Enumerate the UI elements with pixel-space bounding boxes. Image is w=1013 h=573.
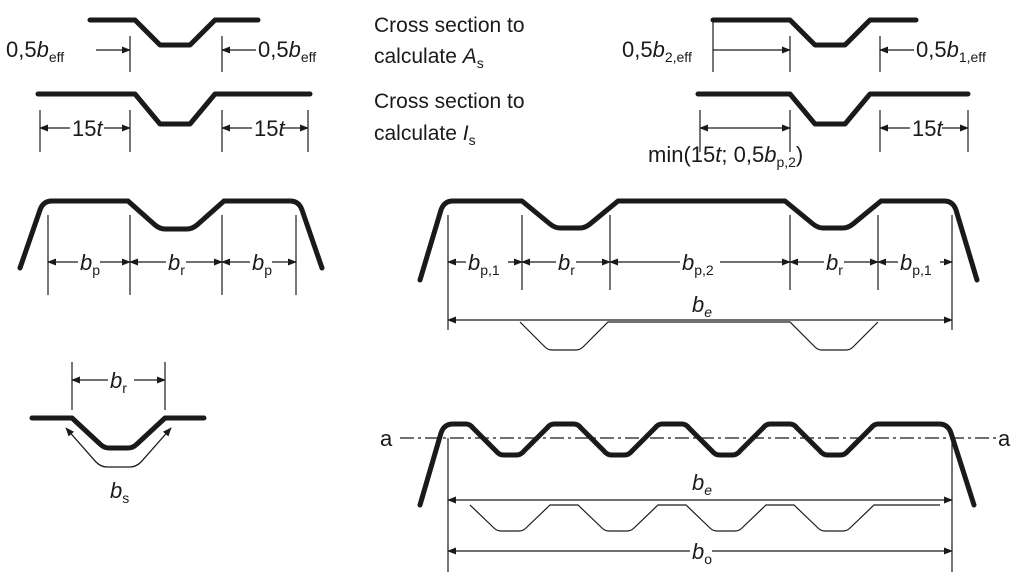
dim-label-bp-left: bp [80, 250, 100, 278]
dim-label-min: min(15t; 0,5bp,2) [648, 142, 803, 170]
dim-label-bo: bo [692, 539, 712, 567]
dim-label-15t-right-is: 15t [912, 116, 943, 141]
dim-label-15t-left: 15t [72, 116, 103, 141]
svg-text:calculate As: calculate As [374, 45, 484, 71]
stiffener-detail-profile [29, 415, 207, 451]
double-stiffener-profile [417, 198, 980, 283]
svg-text:Cross section to: Cross section to [374, 14, 525, 37]
dim-label-be-lower: be [692, 470, 712, 498]
dim-label-half-b1eff: 0,5b1,eff [916, 37, 986, 65]
is-section-left: 15t 15t [35, 91, 313, 152]
is-section-right: 15t min(15t; 0,5bp,2) [648, 91, 971, 170]
dim-label-half-beff-right: 0,5beff [258, 37, 316, 65]
trapezoidal-sheet-profile [417, 421, 977, 508]
axis-label-a-right: a [998, 426, 1011, 451]
dim-label-half-beff-left: 0,5beff [6, 37, 64, 65]
as-section-left: 0,5beff 0,5beff [6, 17, 316, 72]
single-stiffener-profile [17, 198, 325, 271]
svg-text:Cross section to: Cross section to [374, 90, 525, 113]
dim-label-be-upper: be [692, 292, 712, 320]
dim-label-br-detail: br [110, 368, 127, 396]
dim-label-bp1-right: bp,1 [900, 250, 932, 278]
dim-label-bp2: bp,2 [682, 250, 714, 278]
dim-label-half-b2eff: 0,5b2,eff [622, 37, 692, 65]
as-section-right: 0,5b2,eff 0,5b1,eff [622, 17, 986, 72]
effective-width-curve-lower [469, 504, 940, 532]
effective-width-curve-upper [519, 321, 879, 351]
bs-dimension-curve [65, 427, 172, 468]
dim-label-br-left: br [558, 250, 575, 278]
dim-label-br-mid: br [168, 250, 185, 278]
dim-label-br-right: br [826, 250, 843, 278]
is-left-profile [35, 91, 313, 127]
single-stiffener-panel: bp br bp [17, 198, 325, 295]
dim-label-15t-right: 15t [254, 116, 285, 141]
caption-is: Cross section to calculate Is [374, 90, 525, 148]
dim-label-bp1-left: bp,1 [468, 250, 500, 278]
is-right-profile [695, 91, 971, 127]
dim-label-bp-right: bp [252, 250, 272, 278]
axis-label-a-left: a [380, 426, 393, 451]
svg-text:calculate Is: calculate Is [374, 122, 476, 148]
as-right-profile [710, 17, 919, 48]
trapezoidal-sheet: a a be bo [380, 421, 1011, 572]
dim-label-bs: bs [110, 478, 129, 506]
stiffener-detail: br bs [29, 362, 207, 506]
caption-as: Cross section to calculate As [374, 14, 525, 71]
double-stiffener-panel: bp,1 br bp,2 br bp,1 be [417, 198, 980, 351]
as-left-profile [87, 17, 261, 48]
